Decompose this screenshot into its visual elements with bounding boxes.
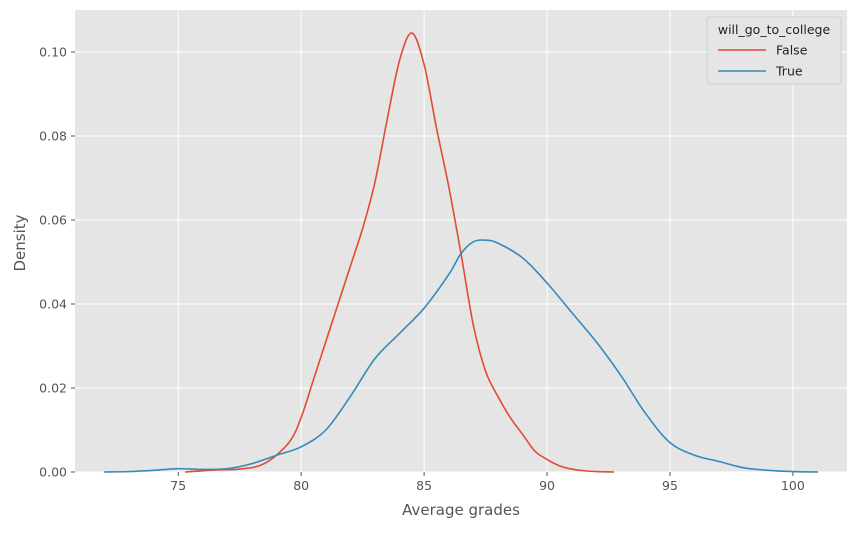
legend-items: False True <box>718 43 808 79</box>
x-tick-label: 85 <box>416 478 432 493</box>
x-axis-label: Average grades <box>402 501 520 519</box>
y-tick-label: 0.00 <box>39 465 67 480</box>
x-tick-label: 80 <box>293 478 309 493</box>
x-tick-label: 100 <box>781 478 805 493</box>
x-tick-label: 95 <box>662 478 678 493</box>
legend-label-true: True <box>775 64 803 79</box>
series-lines <box>103 32 819 473</box>
y-tick-label: 0.04 <box>39 297 67 312</box>
y-tick-label: 0.10 <box>39 45 67 60</box>
legend-label-false: False <box>776 43 808 58</box>
y-tick-label: 0.02 <box>39 381 67 396</box>
series-line-false <box>184 32 615 473</box>
y-tick-label: 0.08 <box>39 129 67 144</box>
y-axis-ticks: 0.00 0.02 0.04 0.06 0.08 0.10 <box>39 45 75 480</box>
x-axis-ticks: 75 80 85 90 95 100 <box>170 472 805 493</box>
x-tick-label: 75 <box>170 478 186 493</box>
series-line-true <box>103 239 819 473</box>
legend-title: will_go_to_college <box>718 22 831 37</box>
plot-background <box>75 10 847 472</box>
y-tick-label: 0.06 <box>39 213 67 228</box>
legend-box <box>706 16 842 85</box>
legend: will_go_to_college False True <box>706 16 842 85</box>
grid-lines <box>75 10 847 473</box>
x-tick-label: 90 <box>539 478 555 493</box>
y-axis-label: Density <box>11 214 29 271</box>
